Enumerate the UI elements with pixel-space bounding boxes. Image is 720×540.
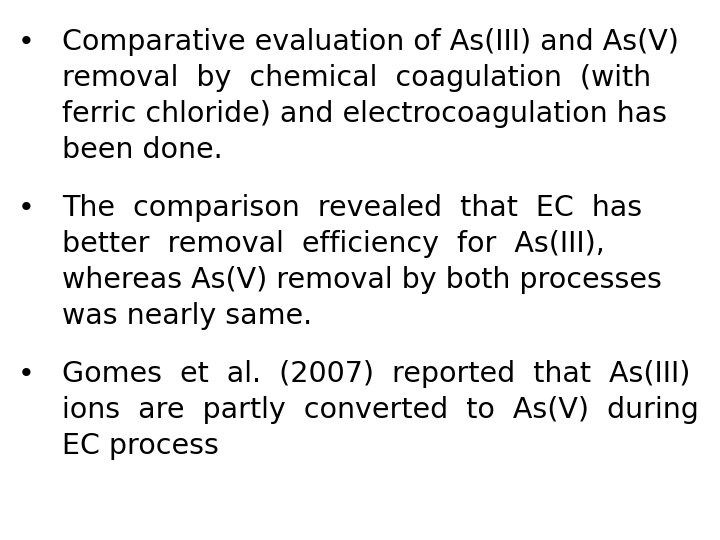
Text: been done.: been done. xyxy=(62,136,222,164)
Text: •: • xyxy=(18,194,35,222)
Text: EC process: EC process xyxy=(62,432,219,460)
Text: •: • xyxy=(18,28,35,56)
Text: better  removal  efficiency  for  As(III),: better removal efficiency for As(III), xyxy=(62,230,605,258)
Text: removal  by  chemical  coagulation  (with: removal by chemical coagulation (with xyxy=(62,64,651,92)
Text: ferric chloride) and electrocoagulation has: ferric chloride) and electrocoagulation … xyxy=(62,100,667,128)
Text: •: • xyxy=(18,360,35,388)
Text: The  comparison  revealed  that  EC  has: The comparison revealed that EC has xyxy=(62,194,642,222)
Text: Comparative evaluation of As(III) and As(V): Comparative evaluation of As(III) and As… xyxy=(62,28,679,56)
Text: whereas As(V) removal by both processes: whereas As(V) removal by both processes xyxy=(62,266,662,294)
Text: Gomes  et  al.  (2007)  reported  that  As(III): Gomes et al. (2007) reported that As(III… xyxy=(62,360,690,388)
Text: ions  are  partly  converted  to  As(V)  during: ions are partly converted to As(V) durin… xyxy=(62,396,699,424)
Text: was nearly same.: was nearly same. xyxy=(62,302,312,330)
